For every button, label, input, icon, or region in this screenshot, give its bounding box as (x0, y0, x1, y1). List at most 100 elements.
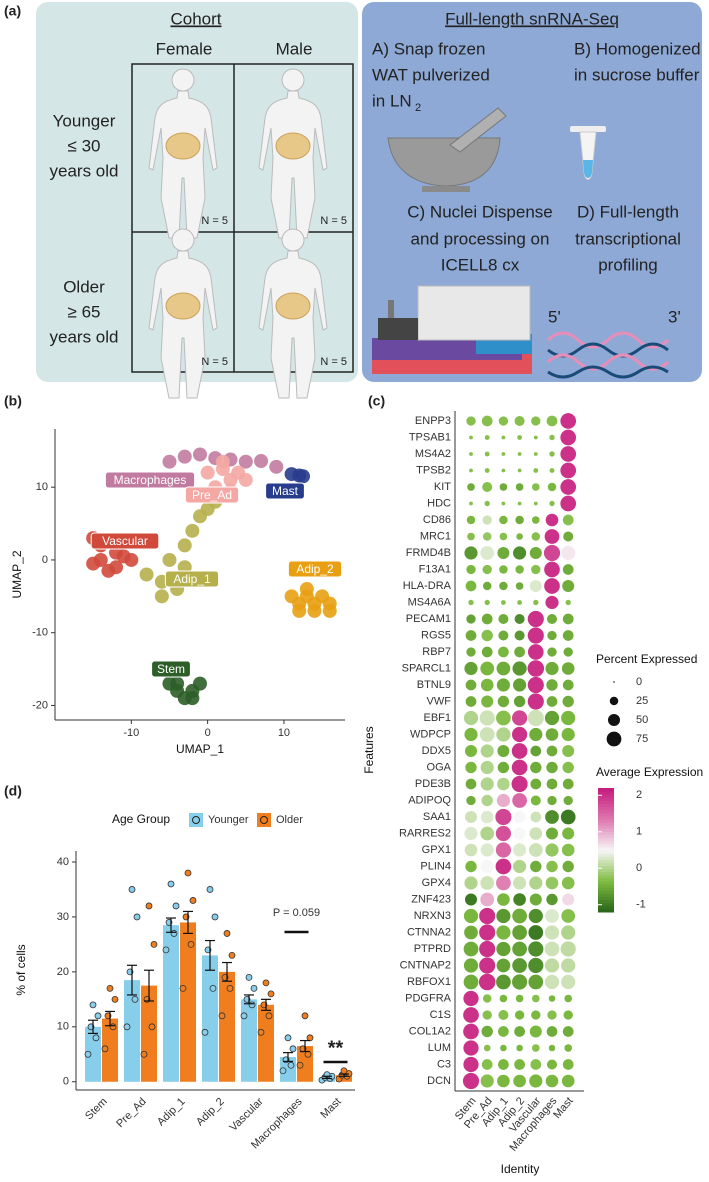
column-label: Female (156, 39, 213, 58)
sample-point (145, 902, 153, 910)
count-label: N = 5 (201, 356, 228, 368)
dot (465, 630, 477, 641)
colorbar-segment (598, 899, 614, 904)
cell-point (200, 465, 215, 480)
colorbar-label: 2 (636, 789, 642, 801)
dot (497, 777, 510, 791)
cell-point (86, 556, 101, 571)
dot (530, 811, 542, 823)
y-tick-label: 10 (36, 481, 48, 493)
colorbar-segment (598, 856, 614, 860)
dot (480, 661, 495, 676)
panel-label: (a) (4, 3, 21, 19)
colorbar-segment (598, 834, 614, 839)
cell-point (170, 676, 185, 691)
sample-point (109, 1023, 117, 1031)
dot (480, 843, 494, 857)
dot (529, 1074, 543, 1088)
dot (562, 679, 574, 691)
dot (497, 1074, 510, 1088)
colorbar-segment (598, 868, 614, 873)
sample-point (172, 902, 180, 910)
cluster-label: Stem (157, 662, 185, 676)
dot (513, 695, 526, 708)
dot (527, 627, 544, 644)
feature-label: RARRES2 (399, 827, 451, 839)
sample-point (201, 1028, 209, 1036)
sample-point (148, 1023, 156, 1031)
tube-icon (570, 126, 606, 180)
dot (464, 826, 478, 841)
dot (530, 795, 541, 806)
dot (531, 516, 540, 524)
sample-point (228, 951, 236, 959)
colorbar-segment (598, 877, 614, 882)
colorbar-segment (598, 896, 614, 901)
dot (560, 446, 577, 462)
y-tick-label: 40 (57, 856, 69, 868)
dot (531, 532, 541, 541)
step-text: B) Homogenized (574, 39, 701, 58)
dot (463, 941, 479, 957)
legend-title: Age Group (112, 812, 170, 826)
bar (124, 980, 140, 1082)
cell-point (215, 454, 230, 469)
dot (466, 564, 476, 575)
dot (481, 613, 493, 625)
dot (513, 859, 527, 874)
dot (498, 416, 509, 426)
dot (562, 744, 575, 758)
cluster-label: Mast (272, 484, 299, 498)
cluster-label: Macrophages (114, 473, 187, 487)
dot (465, 778, 477, 790)
dot (561, 843, 575, 857)
dot (499, 483, 508, 491)
dot (480, 744, 494, 758)
dot (560, 479, 577, 495)
sample-point (240, 1012, 248, 1020)
step-text: profiling (598, 255, 658, 274)
dot (563, 1010, 573, 1020)
cluster-label-box (184, 486, 240, 504)
colorbar-segment (598, 887, 614, 891)
dot (480, 1074, 494, 1088)
dot (464, 727, 478, 742)
dot (463, 1040, 479, 1056)
feature-label: ADIPOQ (408, 794, 451, 806)
cluster-label: Adip_2 (296, 562, 334, 576)
dot (498, 646, 509, 658)
dot (480, 892, 495, 907)
dot (562, 860, 574, 873)
colorbar-segment (598, 905, 614, 910)
dot (544, 941, 560, 957)
sample-point (111, 995, 119, 1003)
dot (560, 809, 576, 825)
step-text: and processing on (411, 229, 550, 248)
dot (496, 793, 510, 808)
dot (549, 434, 555, 441)
dot (560, 462, 577, 479)
dot (484, 451, 490, 457)
feature-label: GPX4 (422, 877, 451, 889)
dot (495, 825, 512, 842)
annotation: ** (328, 1037, 344, 1059)
dot (548, 995, 556, 1002)
dot (480, 546, 495, 560)
sample-point (248, 1001, 256, 1009)
sample-point (287, 1061, 295, 1069)
annotation: P = 0.059 (273, 907, 320, 919)
dot (562, 893, 575, 906)
dot (560, 413, 577, 429)
dot (564, 1044, 573, 1052)
dot (463, 1023, 479, 1040)
step-text: A) Snap frozen (372, 39, 485, 58)
dot (529, 827, 543, 840)
feature-label: PTPRD (414, 943, 451, 955)
feature-label: RBFOX1 (407, 976, 451, 988)
dot (515, 483, 524, 491)
dot (546, 415, 558, 427)
row-label: ≥ 65 (68, 302, 101, 321)
strand-end: 3' (668, 307, 681, 326)
dot (530, 778, 542, 790)
dot (545, 1074, 559, 1088)
